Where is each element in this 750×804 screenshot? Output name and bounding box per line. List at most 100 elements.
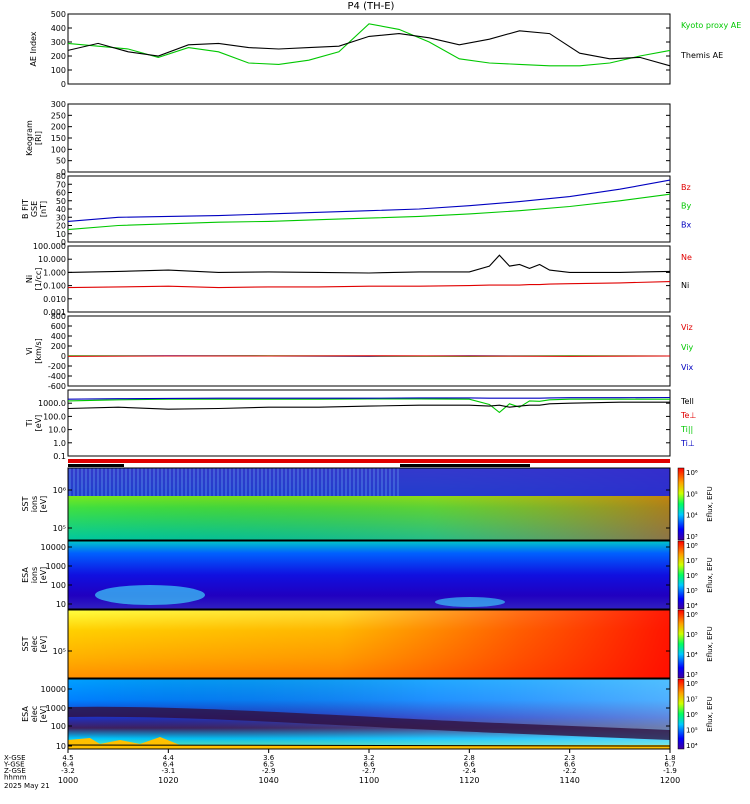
ephemeris-value: -2.7	[362, 767, 376, 775]
ti-ytick-label: 10.0	[48, 426, 66, 435]
keogram-ytick-label: 150	[51, 134, 66, 143]
sst-ions-spectrogram	[67, 467, 671, 541]
x-tick-label: 1000	[58, 776, 78, 785]
esa-elec-ylabel-2: [eV]	[39, 706, 48, 723]
vi-ytick-label: 400	[51, 332, 66, 341]
temperature-panel	[67, 389, 671, 457]
ni-ytick-label: 100.000	[33, 242, 66, 251]
ti-ylabel-0: Ti	[25, 420, 34, 428]
ti-ytick-label: 1000.0	[38, 399, 66, 408]
b-ytick-label: 70	[56, 180, 66, 189]
b-ylabel-1: GSE	[30, 201, 39, 217]
vi-ytick-label: 800	[51, 312, 66, 321]
ni-ytick-label: 1.000	[43, 268, 66, 277]
esa-ions-cbar-tick: 10⁶	[686, 572, 698, 580]
ti-legend-2: Ti||	[680, 425, 693, 434]
sst-ions-cbar-tick: 10⁵	[686, 490, 698, 498]
ephemeris-value: 2.3	[564, 754, 575, 762]
keogram-panel	[67, 103, 671, 173]
colorbar-sst-ions	[677, 467, 685, 541]
ephemeris-value: -2.4	[462, 767, 476, 775]
esa-ions-ylabel-2: [eV]	[39, 567, 48, 584]
esa-elec-cbar-tick: 10⁸	[686, 680, 698, 688]
esa-ions-ytick-label: 10000	[41, 543, 66, 552]
ni-series-ne	[67, 281, 671, 289]
vi-ytick-label: -600	[48, 382, 66, 391]
mode-bar-black-2	[400, 464, 530, 467]
b-legend-1: By	[681, 202, 691, 211]
x-row-label: Z-GSE	[4, 767, 26, 775]
b-series-by	[67, 193, 671, 231]
ni-ylabel-1: [1/cc]	[34, 268, 43, 291]
b-ytick-label: 0	[61, 238, 66, 247]
esa-ions-cbar-tick: 10⁸	[686, 542, 698, 550]
esa-elec-cbar-tick: 10⁶	[686, 711, 698, 719]
ephemeris-value: 6.7	[664, 761, 675, 769]
mode-bar-black-1	[68, 464, 124, 467]
ni-ytick-label: 0.001	[43, 308, 66, 317]
sst-elec-spectrogram	[67, 609, 671, 679]
ni-ytick-label: 10.000	[38, 255, 66, 264]
x-row-label: Y-GSE	[3, 761, 25, 769]
b-series-bx	[67, 179, 671, 222]
b-legend-2: Bx	[681, 220, 691, 229]
vi-ytick-label: -200	[48, 362, 66, 371]
sst-ions-ylabel-2: [eV]	[39, 496, 48, 513]
esa-ions-cbar-tick: 10⁵	[686, 587, 698, 595]
esa-elec-ytick-label: 10000	[41, 685, 66, 694]
ti-ytick-label: 100.0	[43, 412, 66, 421]
ephemeris-value: 6.4	[163, 761, 175, 769]
sst-ions-cbar-tick: 10³	[686, 533, 698, 541]
ni-ylabel-0: Ni	[25, 275, 34, 283]
ae-legend-1: Themis AE	[680, 51, 723, 60]
sst-elec-cbar-tick: 10⁴	[686, 651, 698, 659]
ti-series-ti-	[67, 396, 671, 400]
keogram-ylabel-0: Keogram	[25, 120, 34, 156]
sst-ions-cbar-label: Eflux, EFU	[706, 486, 714, 521]
esa-elec-cbar-label: Eflux, EFU	[706, 696, 714, 731]
esa-ions-spectrogram	[67, 540, 671, 610]
b-ylabel-2: [nT]	[39, 201, 48, 217]
b-ylabel-0: B FIT	[21, 199, 30, 219]
density-panel	[67, 245, 671, 313]
sst-ions-ylabel-0: SST	[21, 496, 30, 511]
ephemeris-value: -2.2	[563, 767, 577, 775]
esa-elec-ytick-label: 10	[56, 742, 66, 751]
x-row-label: 2025 May 21	[4, 782, 50, 790]
ephemeris-value: 4.4	[163, 754, 175, 762]
esa-ions-ytick-label: 10	[56, 600, 66, 609]
ae-series-kyoto-proxy-ae	[67, 23, 671, 67]
ae-ytick-label: 300	[51, 38, 66, 47]
sst-elec-cbar-label: Eflux, EFU	[706, 626, 714, 661]
b-ytick-label: 20	[56, 222, 66, 231]
x-tick-label: 1040	[258, 776, 278, 785]
esa-elec-ylabel-1: elec	[30, 706, 39, 722]
b-legend-0: Bz	[681, 183, 691, 192]
ephemeris-value: 6.6	[564, 761, 576, 769]
colorbar-sst-elec	[677, 609, 685, 679]
ae-ytick-label: 0	[61, 80, 66, 89]
vi-ytick-label: -400	[48, 372, 66, 381]
b-ytick-label: 80	[56, 172, 66, 181]
ephemeris-value: 6.5	[263, 761, 274, 769]
ephemeris-value: 2.8	[464, 754, 475, 762]
x-row-label: hhmm	[4, 774, 27, 782]
keogram-ytick-label: 250	[51, 111, 66, 120]
sst-ions-ylabel-1: ions	[30, 496, 39, 512]
ni-legend-1: Ni	[681, 281, 689, 290]
ae-ylabel-0: AE Index	[29, 31, 38, 66]
keogram-ytick-label: 300	[51, 100, 66, 109]
ephemeris-value: -3.1	[161, 767, 175, 775]
ephemeris-value: -2.9	[262, 767, 276, 775]
ti-series-tell	[67, 401, 670, 410]
vi-legend-2: Vix	[681, 363, 694, 372]
keogram-ytick-label: 50	[56, 157, 66, 166]
b-field-panel	[67, 175, 671, 243]
sst-elec-ylabel-1: elec	[30, 636, 39, 652]
keogram-ytick-label: 200	[51, 123, 66, 132]
sst-ions-cbar-tick: 10⁶	[686, 469, 698, 477]
vi-series-viz	[67, 355, 671, 357]
ti-legend-0: Tell	[680, 397, 694, 406]
ti-ytick-label: 1.0	[53, 439, 66, 448]
ni-series-ni	[67, 254, 671, 274]
